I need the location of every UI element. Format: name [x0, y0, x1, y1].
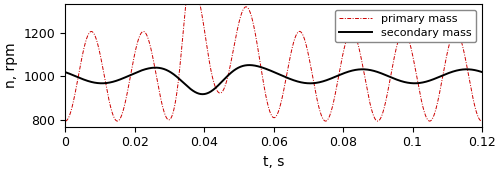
- secondary mass: [62, 71, 68, 73]
- primary mass: [62, 120, 68, 122]
- Y-axis label: n, rpm: n, rpm: [4, 43, 18, 88]
- primary mass: [260, 81, 266, 83]
- primary mass: [365, 93, 371, 95]
- primary mass: [446, 46, 452, 48]
- secondary mass: [238, 66, 244, 68]
- secondary mass: [200, 93, 205, 95]
- primary mass: [479, 120, 485, 122]
- secondary mass: [466, 68, 472, 70]
- secondary mass: [446, 72, 452, 74]
- primary mass: [466, 78, 472, 80]
- primary mass: [238, 16, 244, 18]
- primary mass: [241, 8, 247, 10]
- secondary mass: [479, 71, 485, 73]
- Line: primary mass: primary mass: [66, 0, 482, 121]
- Legend: primary mass, secondary mass: primary mass, secondary mass: [334, 10, 476, 42]
- secondary mass: [241, 65, 247, 67]
- secondary mass: [246, 64, 252, 66]
- X-axis label: t, s: t, s: [263, 155, 284, 169]
- secondary mass: [365, 69, 371, 71]
- Line: secondary mass: secondary mass: [66, 65, 482, 94]
- secondary mass: [260, 67, 266, 69]
